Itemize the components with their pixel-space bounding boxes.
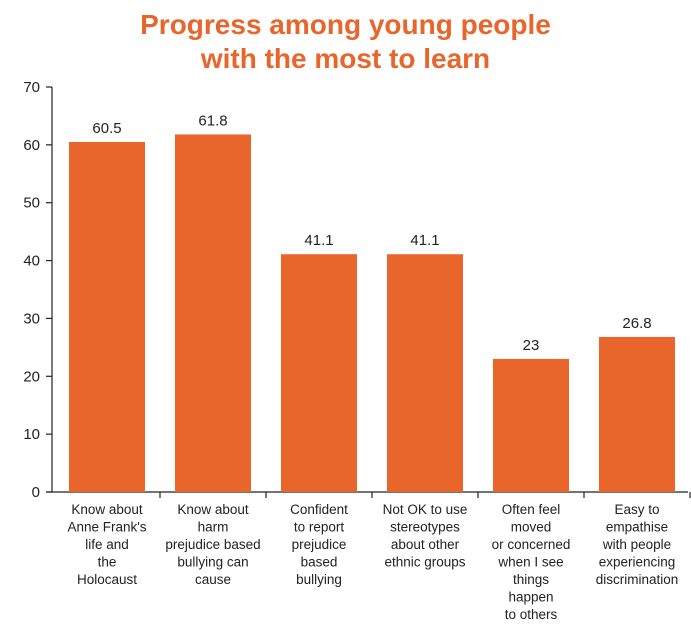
x-tick-label: Confident <box>290 502 348 517</box>
x-tick-label: Easy to <box>614 502 659 517</box>
bar <box>281 254 357 492</box>
y-tick-label: 50 <box>23 195 40 212</box>
x-tick-label: with people <box>602 537 671 552</box>
x-tick-label: when I see <box>497 555 563 570</box>
bar <box>69 141 145 492</box>
x-tick-label: life and <box>85 537 129 552</box>
bar <box>493 358 569 492</box>
y-tick-label: 60 <box>23 137 40 154</box>
x-tick-label: bullying <box>296 572 342 587</box>
chart-title: Progress among young people with the mos… <box>0 8 691 76</box>
x-tick-label: prejudice <box>292 537 347 552</box>
x-tick-label: Anne Frank's <box>67 520 146 535</box>
y-tick-label: 70 <box>23 79 40 96</box>
x-tick-label: to report <box>294 520 345 535</box>
x-tick-label: harm <box>198 520 229 535</box>
chart-title-line-2: with the most to learn <box>200 43 491 74</box>
data-label: 61.8 <box>198 112 227 129</box>
y-tick-label: 20 <box>23 368 40 385</box>
x-tick-label: moved <box>511 520 552 535</box>
y-tick-label: 10 <box>23 426 40 443</box>
x-tick-label: Not OK to use <box>383 502 468 517</box>
y-tick-label: 40 <box>23 253 40 270</box>
x-tick-label: cause <box>195 572 231 587</box>
y-tick-label: 30 <box>23 310 40 327</box>
x-tick-label: to others <box>505 607 558 622</box>
data-label: 23 <box>523 337 540 354</box>
x-tick-label: based <box>301 555 338 570</box>
x-tick-label: stereotypes <box>390 520 460 535</box>
x-tick-label: things <box>513 572 549 587</box>
x-tick-label: Know about <box>71 502 143 517</box>
x-tick-label: about other <box>391 537 460 552</box>
data-label: 26.8 <box>622 315 651 332</box>
x-tick-label: Holocaust <box>77 572 137 587</box>
chart-title-line-1: Progress among young people <box>140 9 551 40</box>
x-tick-label: or concerned <box>492 537 571 552</box>
x-tick-label: the <box>98 555 117 570</box>
bar <box>387 254 463 492</box>
x-tick-label: experiencing <box>599 555 676 570</box>
x-tick-label: Often feel <box>502 502 561 517</box>
bar <box>175 134 251 492</box>
x-tick-label: bullying can <box>177 555 248 570</box>
x-tick-label: discrimination <box>596 572 679 587</box>
x-tick-label: prejudice based <box>165 537 260 552</box>
x-tick-label: empathise <box>606 520 668 535</box>
bar <box>599 336 675 492</box>
data-label: 41.1 <box>410 232 439 249</box>
y-tick-label: 0 <box>32 484 40 501</box>
x-tick-label: happen <box>508 590 553 605</box>
x-tick-label: ethnic groups <box>384 555 465 570</box>
x-tick-label: Know about <box>177 502 249 517</box>
data-label: 41.1 <box>304 232 333 249</box>
data-label: 60.5 <box>92 120 121 137</box>
